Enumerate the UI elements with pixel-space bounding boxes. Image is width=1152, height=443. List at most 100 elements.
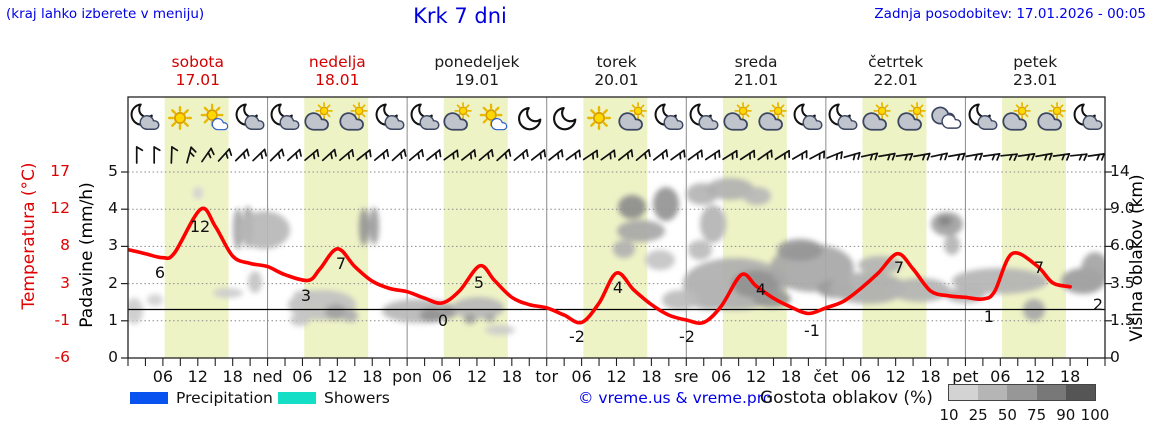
moon-cloud-icon	[793, 103, 823, 130]
moon-icon	[518, 106, 542, 131]
axis-tick: 0	[108, 348, 118, 366]
day-date: 19.01	[454, 71, 500, 89]
axis-tick: 0	[1110, 348, 1120, 366]
cloud-density-legend-label: Gostota oblakov (%)	[760, 388, 933, 408]
axis-tick: -1	[54, 310, 70, 329]
clouds-icon	[931, 106, 962, 129]
moon-cloud-icon	[235, 103, 265, 130]
forecast-icon-slot	[965, 100, 1001, 136]
moon-cloud-icon	[270, 103, 300, 130]
forecast-icon-slot	[337, 100, 373, 136]
day-name: ponedeljek	[434, 53, 520, 71]
location-menu-hint: (kraj lahko izberete v meniju)	[6, 6, 205, 22]
gray-scale-tick: 90	[1056, 406, 1076, 424]
moon-cloud-icon	[130, 103, 160, 130]
forecast-icon-slot	[476, 100, 512, 136]
daylight-band	[722, 97, 787, 358]
x-axis-label: 06	[571, 367, 592, 386]
gray-scale-tick: 100	[1080, 406, 1110, 424]
temperature-value-label: 2	[1092, 295, 1104, 314]
forecast-icon-slot	[721, 100, 757, 136]
gray-scale-tick: 10	[939, 406, 959, 424]
forecast-icon-slot	[825, 100, 861, 136]
cloud-sun-icon	[723, 102, 752, 131]
forecast-icon-slot	[895, 100, 931, 136]
temperature-value-label: 7	[1033, 258, 1045, 277]
axis-tick: 8	[60, 236, 70, 255]
moon-cloud-icon	[828, 103, 858, 130]
cloud-sun-icon	[757, 102, 787, 131]
axis-tick: -6	[54, 348, 70, 366]
moon-cloud-icon	[375, 103, 405, 130]
x-axis-label: 06	[850, 367, 871, 386]
temperature-value-label: 0	[437, 311, 449, 330]
x-axis-label: 18	[780, 367, 802, 386]
cloud-sun-icon	[304, 102, 333, 131]
axis-tick: 3	[60, 273, 70, 292]
legend-row: Precipitation Showers © vreme.us & vreme…	[0, 384, 1152, 424]
forecast-icon-slot	[1000, 100, 1036, 136]
day-name: petek	[1013, 53, 1058, 71]
moon-cloud-icon	[1073, 103, 1103, 130]
moon-cloud-icon	[654, 103, 684, 130]
forecast-icon-slot	[546, 100, 582, 136]
forecast-icon-slot	[930, 100, 966, 136]
temperature-value-label: 4	[612, 278, 624, 297]
copyright-link[interactable]: © vreme.us & vreme.pro	[578, 389, 773, 407]
temperature-value-label: -1	[804, 321, 820, 340]
temperature-value-label: 7	[335, 254, 347, 273]
day-name: nedelja	[308, 53, 366, 71]
forecast-icon-slot	[197, 100, 233, 136]
axis-tick: 1	[108, 310, 118, 329]
axis-tick: 3.5	[1110, 273, 1135, 292]
precipitation-swatch	[130, 392, 168, 404]
x-axis-label: 06	[292, 367, 313, 386]
forecast-icon-slot	[1070, 100, 1106, 136]
precipitation-legend-label: Precipitation	[176, 389, 273, 407]
gray-scale-segment	[1007, 385, 1037, 400]
forecast-icon-slot	[581, 100, 617, 136]
gray-scale-segment	[978, 385, 1008, 400]
axis-tick: 3	[108, 236, 118, 255]
axis-tick: 1.5	[1110, 310, 1135, 329]
temperature-value-label: 1	[983, 307, 995, 326]
x-axis-label: 18	[1059, 367, 1081, 386]
x-axis-label: 12	[745, 367, 767, 386]
cloud-sun-icon	[1037, 102, 1066, 131]
showers-swatch	[278, 392, 316, 404]
temperature-value-label: 6	[154, 263, 166, 282]
temperature-curve	[128, 206, 1072, 325]
sun-cloud-icon	[200, 103, 229, 131]
day-date: 22.01	[873, 71, 918, 89]
forecast-icon-slot	[232, 100, 268, 136]
moon-icon	[553, 106, 577, 131]
temperature-value-label: -2	[679, 327, 695, 346]
x-axis-label: 06	[431, 367, 453, 386]
x-axis-label: pet	[952, 367, 979, 386]
temperature-value-label: 7	[893, 258, 905, 277]
gray-scale-segment	[1065, 385, 1095, 400]
moon-cloud-icon	[968, 103, 998, 130]
forecast-icon-slot	[756, 100, 792, 136]
temperature-value-label: -2	[569, 327, 585, 346]
day-name: sreda	[734, 53, 778, 71]
day-name: četrtek	[868, 53, 924, 71]
x-axis-label: 12	[466, 367, 488, 386]
gray-scale-segment	[949, 385, 979, 400]
cloud-sun-icon	[618, 102, 647, 131]
forecast-icon-slot	[860, 100, 896, 136]
moon-cloud-icon	[410, 103, 440, 130]
day-date: 23.01	[1013, 71, 1058, 89]
gray-scale-tick: 50	[997, 406, 1017, 424]
axis-tick: 4	[108, 199, 118, 218]
x-axis-label: 06	[990, 367, 1011, 386]
x-axis-label: 18	[222, 367, 243, 386]
cloud-sun-icon	[339, 102, 368, 131]
forecast-icon-slot	[267, 100, 303, 136]
x-axis-label: 12	[885, 367, 906, 386]
x-axis-label: 06	[152, 367, 174, 386]
forecast-icon-slot	[616, 100, 652, 136]
